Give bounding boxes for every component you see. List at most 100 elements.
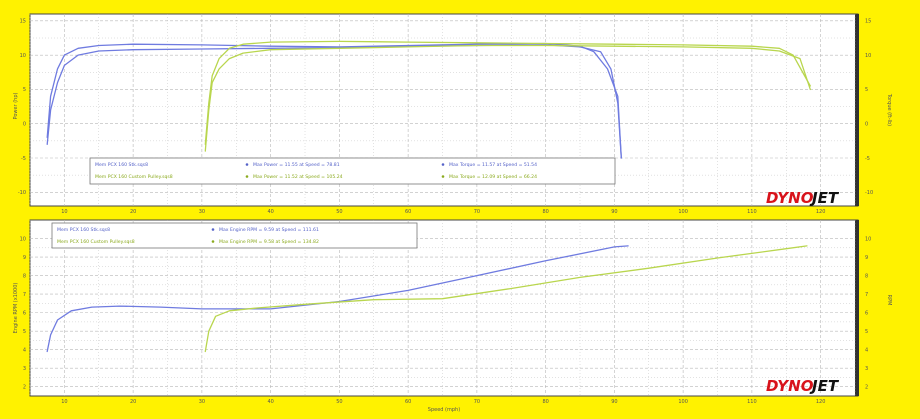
engine-rpm-ytick-label: 5 (23, 329, 26, 335)
rpm-legend-file-stock: Mem PCX 160 Stk.sqs8 (57, 227, 110, 233)
legend-power-marker-custom (245, 175, 249, 178)
power-torque-ytick-right-label: 5 (865, 87, 868, 93)
rpm-legend-file-custom: Mem PCX 160 Custom Pulley.sqs8 (57, 239, 135, 245)
logo-red-text-bottom: DYNO (766, 377, 814, 395)
engine-rpm-ytick-right-label: 8 (865, 273, 868, 279)
power-torque-xtick-label: 10 (61, 209, 67, 215)
power-torque-ytick-label: -5 (21, 156, 26, 162)
power-torque-series (46, 40, 811, 159)
rpm-legend-note-custom: Max Engine RPM = 9.58 at Speed = 134.82 (219, 239, 319, 245)
engine-rpm-ytick-label: 7 (23, 292, 26, 298)
power-torque-xtick-label: 50 (336, 209, 342, 215)
power-torque-xtick-label: 100 (678, 209, 688, 215)
engine-rpm-right-edge (855, 220, 859, 396)
engine-rpm-xtick-label: 20 (130, 399, 136, 405)
power-torque-xtick-label: 90 (611, 209, 617, 215)
engine-rpm-ytick-right-label: 7 (865, 292, 868, 298)
torque-axis-label: Torque (ft-lb) (886, 93, 892, 126)
rpm-legend-marker-custom (211, 240, 215, 243)
engine-rpm-ytick-right-label: 9 (865, 255, 868, 261)
dynojet-logo-top: DYNO JET (766, 189, 840, 207)
engine-rpm-xtick-label: 100 (678, 399, 688, 405)
power-torque-ytick-label: -10 (18, 190, 26, 196)
rpm-legend-note-stock: Max Engine RPM = 9.59 at Speed = 111.61 (219, 227, 319, 233)
engine-rpm-ytick-right-label: 10 (865, 236, 871, 242)
engine-rpm-ytick-right-label: 2 (865, 385, 868, 391)
engine-rpm-ytick-right-label: 5 (865, 329, 868, 335)
legend-power-marker-stock (245, 163, 249, 166)
engine-rpm-series-line-0 (46, 245, 629, 353)
power-torque-series-line-1 (46, 42, 622, 159)
power-torque-ytick-right-label: 10 (865, 53, 871, 59)
engine-rpm-xtick-label: 30 (199, 399, 205, 405)
engine-rpm-xtick-label: 40 (267, 399, 273, 405)
engine-rpm-xtick-label: 90 (611, 399, 617, 405)
engine-rpm-series-line-1 (204, 245, 808, 353)
engine-rpm-ytick-right-label: 4 (865, 347, 868, 353)
power-torque-xtick-label: 20 (130, 209, 136, 215)
engine-rpm-series (46, 245, 808, 353)
engine-rpm-xtick-label: 80 (542, 399, 548, 405)
logo-black-text-bottom: JET (809, 377, 840, 395)
power-torque-ytick-label: 5 (23, 87, 26, 93)
power-torque-right-edge (855, 14, 859, 206)
power-torque-ytick-label: 15 (20, 19, 26, 25)
engine-rpm-xtick-label: 70 (474, 399, 480, 405)
engine-rpm-ytick-right-label: 3 (865, 366, 868, 372)
power-torque-ytick-right-label: 15 (865, 19, 871, 25)
power-torque-xtick-label: 70 (474, 209, 480, 215)
power-torque-series-line-2 (204, 44, 811, 152)
engine-rpm-ytick-label: 10 (20, 236, 26, 242)
power-torque-xtick-label: 80 (542, 209, 548, 215)
engine-rpm-axis-label: Engine RPM (x1000) (13, 283, 19, 334)
rpm-legend-marker-stock (211, 228, 215, 231)
engine-rpm-ytick-right-label: 6 (865, 310, 868, 316)
power-torque-xtick-label: 30 (199, 209, 205, 215)
engine-rpm-ytick-label: 4 (23, 347, 26, 353)
engine-rpm-xtick-label: 110 (747, 399, 757, 405)
power-torque-series-line-3 (204, 40, 811, 145)
power-torque-xtick-label: 120 (816, 209, 826, 215)
engine-rpm-legend: Mem PCX 160 Stk.sqs8 Mem PCX 160 Custom … (51, 222, 418, 249)
power-torque-ytick-right-label: 0 (865, 122, 868, 128)
legend-torque-note-stock: Max Torque = 11.57 at Speed = 51.54 (449, 162, 537, 168)
engine-rpm-ytick-label: 6 (23, 310, 26, 316)
power-torque-ytick-right-label: -5 (865, 156, 870, 162)
engine-rpm-ytick-label: 8 (23, 273, 26, 279)
dynojet-logo-bottom: DYNO JET (766, 377, 840, 395)
rpm-right-axis-label: RPM (886, 295, 892, 306)
engine-rpm-tick-labels: 10 9 8 7 6 5 4 3 2 10 9 8 7 6 5 4 3 2 10 20 30 40 50 60 70 80 90 10… (20, 236, 872, 405)
speed-axis-label: Speed (mph) (428, 407, 460, 413)
engine-rpm-xtick-label: 50 (336, 399, 342, 405)
logo-black-text: JET (809, 189, 840, 207)
legend-power-note-stock: Max Power = 11.55 at Speed = 78.81 (253, 162, 340, 168)
power-torque-legend: Mem PCX 160 Stk.sqs8 Mem PCX 160 Custom … (89, 157, 616, 185)
engine-rpm-grid (29, 220, 856, 396)
engine-rpm-ytick-label: 9 (23, 255, 26, 261)
legend-torque-note-custom: Max Torque = 12.09 at Speed = 66.24 (449, 174, 537, 180)
power-torque-ytick-label: 0 (23, 122, 26, 128)
power-torque-series-line-0 (46, 44, 622, 159)
power-torque-legend-box (89, 157, 616, 185)
legend-torque-marker-stock (441, 163, 445, 166)
legend-power-note-custom: Max Power = 11.52 at Speed = 105.24 (253, 174, 343, 180)
power-torque-xtick-label: 60 (405, 209, 411, 215)
power-torque-ytick-label: 10 (20, 53, 26, 59)
engine-rpm-panel: 10 9 8 7 6 5 4 3 2 10 9 8 7 6 5 4 3 2 10 20 30 40 50 60 70 80 90 10… (13, 219, 892, 405)
engine-rpm-ytick-label: 3 (23, 366, 26, 372)
legend-torque-marker-custom (441, 175, 445, 178)
power-torque-xtick-label: 110 (747, 209, 757, 215)
engine-rpm-ytick-label: 2 (23, 385, 26, 391)
engine-rpm-xtick-label: 10 (61, 399, 67, 405)
logo-red-text: DYNO (766, 189, 814, 207)
engine-rpm-legend-box (51, 222, 418, 249)
engine-rpm-xtick-label: 60 (405, 399, 411, 405)
power-torque-ytick-right-label: -10 (865, 190, 873, 196)
power-axis-label: Power (hp) (13, 92, 19, 119)
legend-file-custom: Mem PCX 160 Custom Pulley.sqs8 (95, 174, 173, 180)
legend-file-stock: Mem PCX 160 Stk.sqs8 (95, 162, 148, 168)
